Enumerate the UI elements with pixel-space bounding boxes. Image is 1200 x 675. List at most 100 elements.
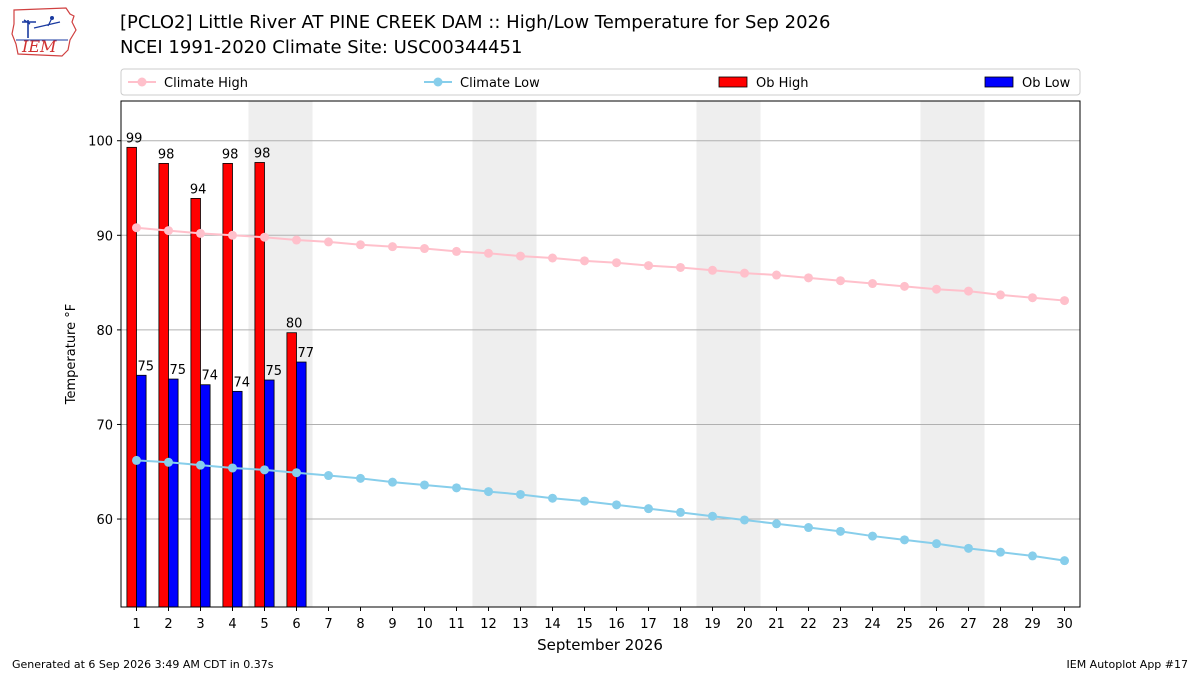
- y-tick-label-100: 100: [88, 135, 113, 150]
- ob-low-label-5: 75: [266, 364, 283, 379]
- x-tick-label-7: 7: [324, 617, 332, 632]
- x-tick-label-8: 8: [356, 617, 364, 632]
- weekend-band-4: [920, 101, 985, 607]
- climate-low-point-29: [1028, 551, 1037, 561]
- ob-low-bar-4: [232, 390, 243, 608]
- x-tick-label-20: 20: [736, 617, 753, 632]
- x-tick-label-28: 28: [992, 617, 1009, 632]
- legend-label-ob-high: Ob High: [756, 76, 809, 91]
- ob-high-bar-3: [190, 198, 201, 608]
- climate-low-point-25: [900, 535, 909, 545]
- legend-marker-climate-low: [433, 77, 443, 87]
- y-tick-label-90: 90: [96, 229, 113, 244]
- legend-label-climate-high: Climate High: [164, 76, 248, 91]
- climate-high-point-18: [676, 262, 685, 272]
- climate-high-point-28: [996, 290, 1005, 300]
- x-axis: 1 2 3 4 5 6 7 8 9 10 11 12 13 14 15 16 17 18 19 20 21 22 23 24 2…: [132, 607, 1073, 632]
- climate-low-point-20: [740, 515, 749, 525]
- climate-high-point-15: [580, 256, 589, 266]
- ob-low-label-1: 75: [138, 359, 155, 374]
- x-tick-label-6: 6: [292, 617, 300, 632]
- legend-label-ob-low: Ob Low: [1022, 76, 1071, 91]
- ob-high-bar-4: [222, 163, 233, 608]
- x-tick-label-19: 19: [704, 617, 721, 632]
- climate-low-point-30: [1060, 556, 1069, 566]
- x-tick-label-24: 24: [864, 617, 881, 632]
- chart-subtitle: NCEI 1991-2020 Climate Site: USC00344451: [120, 37, 523, 58]
- x-tick-label-30: 30: [1056, 617, 1073, 632]
- climate-high-point-2: [164, 226, 173, 236]
- legend-marker-climate-high: [137, 77, 147, 87]
- x-tick-label-16: 16: [608, 617, 625, 632]
- climate-high-line: [136, 226, 1065, 302]
- climate-high-point-16: [612, 258, 621, 268]
- climate-high-point-13: [516, 251, 525, 261]
- climate-low-point-28: [996, 547, 1005, 557]
- climate-high-point-9: [388, 242, 397, 252]
- legend-swatch-ob-low: [984, 76, 1014, 88]
- climate-low-point-19: [708, 511, 717, 521]
- x-tick-label-12: 12: [480, 617, 497, 632]
- x-tick-label-18: 18: [672, 617, 689, 632]
- climate-low-point-1: [132, 455, 141, 465]
- ob-low-label-6: 77: [298, 346, 315, 361]
- ob-high-bar-1: [126, 146, 137, 608]
- x-tick-label-10: 10: [416, 617, 433, 632]
- climate-high-point-17: [644, 261, 653, 271]
- legend-box: [120, 68, 1081, 96]
- climate-low-point-3: [196, 460, 205, 470]
- x-tick-label-9: 9: [388, 617, 396, 632]
- legend-label-climate-low: Climate Low: [460, 76, 540, 91]
- weekend-shading: [248, 101, 985, 607]
- climate-low-point-26: [932, 539, 941, 549]
- x-tick-label-26: 26: [928, 617, 945, 632]
- climate-low-point-27: [964, 543, 973, 553]
- ob-low-bar-5: [264, 379, 275, 608]
- climate-high-point-11: [452, 246, 461, 256]
- plot-frame: [120, 100, 1081, 608]
- climate-high-point-12: [484, 248, 493, 258]
- ob-high-bar-5: [254, 162, 265, 608]
- climate-low-point-23: [836, 526, 845, 536]
- climate-high-point-20: [740, 268, 749, 278]
- y-tick-label-60: 60: [96, 513, 113, 528]
- climate-low-point-15: [580, 496, 589, 506]
- x-tick-label-25: 25: [896, 617, 913, 632]
- y-axis-label: Temperature °F: [64, 304, 79, 405]
- climate-low-point-8: [356, 473, 365, 483]
- climate-high-point-4: [228, 230, 237, 240]
- x-tick-label-29: 29: [1024, 617, 1041, 632]
- climate-high-point-21: [772, 270, 781, 280]
- climate-high-point-30: [1060, 296, 1069, 306]
- climate-high-point-23: [836, 276, 845, 286]
- x-tick-label-1: 1: [132, 617, 140, 632]
- x-tick-label-3: 3: [196, 617, 204, 632]
- climate-low-point-14: [548, 493, 557, 503]
- ob-high-label-4: 98: [222, 147, 239, 162]
- climate-high-point-27: [964, 286, 973, 296]
- ob-high-label-5: 98: [254, 146, 271, 161]
- ob-high-label-2: 98: [158, 147, 175, 162]
- logo-text: IEM: [21, 37, 57, 56]
- chart-title: [PCLO2] Little River AT PINE CREEK DAM :…: [120, 12, 831, 33]
- legend: Climate High Climate Low Ob High Ob Low: [120, 68, 1081, 96]
- climate-low-point-9: [388, 477, 397, 487]
- climate-high-point-29: [1028, 293, 1037, 303]
- y-gridlines: [121, 140, 1080, 520]
- ob-high-label-1: 99: [126, 131, 143, 146]
- climate-low-point-5: [260, 465, 269, 475]
- iem-logo: IEM: [11, 7, 77, 57]
- climate-low-point-21: [772, 519, 781, 529]
- x-tick-label-15: 15: [576, 617, 593, 632]
- x-axis-label: September 2026: [537, 636, 663, 654]
- footer-generated: Generated at 6 Sep 2026 3:49 AM CDT in 0…: [12, 658, 274, 671]
- climate-high-point-3: [196, 228, 205, 238]
- climate-high-point-14: [548, 253, 557, 263]
- climate-low-point-16: [612, 500, 621, 510]
- ob-high-label-3: 94: [190, 182, 207, 197]
- climate-low-point-17: [644, 504, 653, 514]
- ob-low-bar-2: [168, 378, 179, 608]
- x-tick-label-27: 27: [960, 617, 977, 632]
- weekend-band-2: [472, 101, 537, 607]
- x-tick-label-11: 11: [448, 617, 465, 632]
